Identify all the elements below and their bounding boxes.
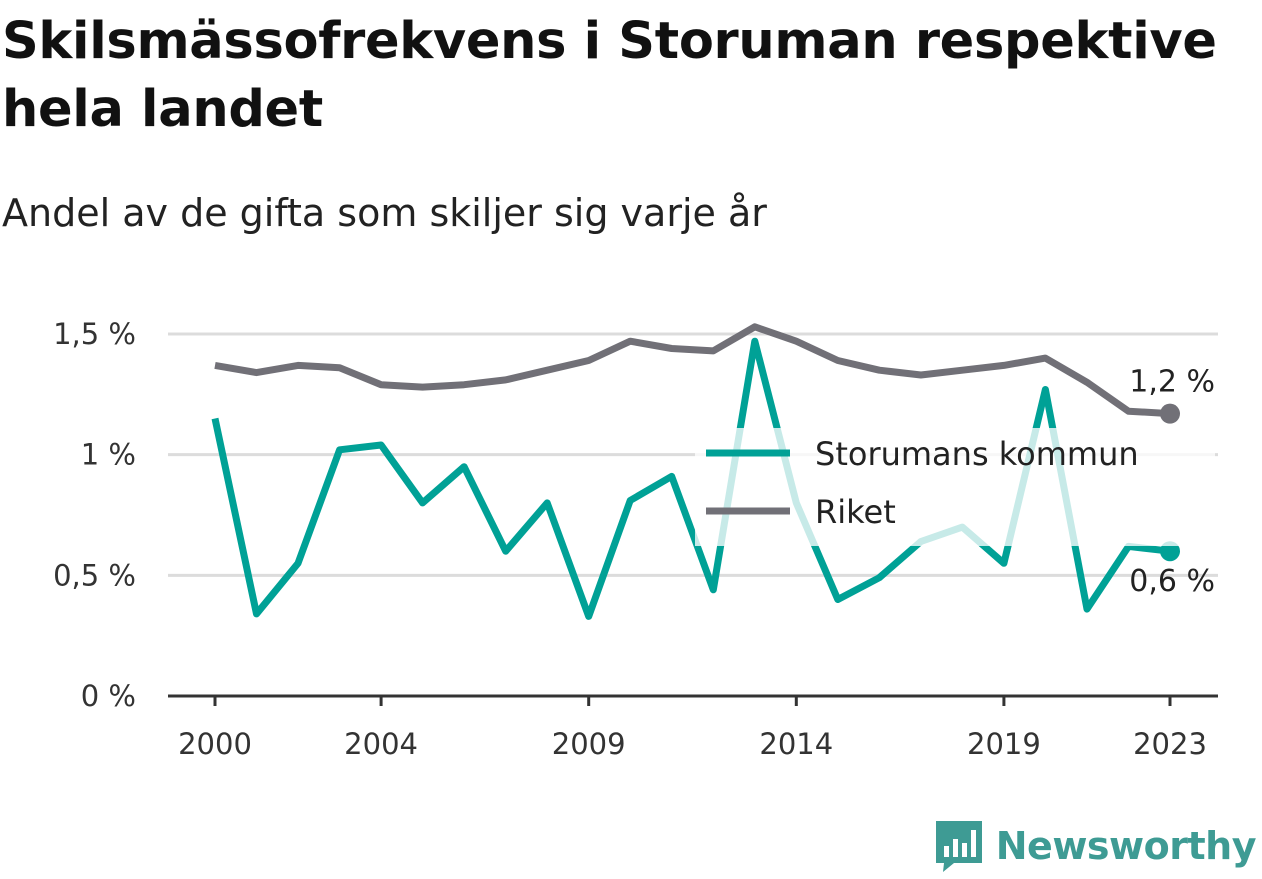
y-tick-label: 1 % [81,438,136,472]
x-axis: 2000 2004 2009 2014 2019 2023 [168,694,1218,761]
brand-name: Newsworthy [995,824,1257,868]
x-tick-label: 2009 [552,727,626,761]
series-line-riket [214,323,1171,418]
x-tick-label: 2004 [344,727,418,761]
legend-label: Riket [815,493,896,531]
chart-title: Skilsmässofrekvens i Storuman respektive… [2,12,1217,139]
y-tick-label: 1,5 % [53,317,136,351]
newsworthy-logo-icon [935,821,982,872]
line-chart: 0 % 0,5 % 1 % 1,5 % 2000 2004 2009 2014 2019 202… [53,317,1218,761]
end-point-riket [1160,403,1180,424]
end-point-storumans-kommun [1160,541,1180,562]
x-tick-label: 2014 [759,727,833,761]
end-labels: 1,2 % 0,6 % [1129,365,1215,600]
legend-label: Storumans kommun [815,435,1139,473]
chart-subtitle: Andel av de gifta som skiljer sig varje … [2,191,767,235]
x-tick-label: 2000 [178,727,252,761]
brand: Newsworthy [934,819,1257,873]
x-tick-label: 2019 [967,727,1041,761]
y-axis-tick-labels: 0 % 0,5 % 1 % 1,5 % [53,317,136,713]
x-tick-label: 2023 [1133,727,1207,761]
end-label-storuman: 0,6 % [1129,564,1215,599]
legend: Storumans kommun Riket [695,428,1215,546]
y-tick-label: 0,5 % [53,558,136,592]
y-tick-label: 0 % [81,679,136,713]
end-label-riket: 1,2 % [1129,365,1215,400]
legend-background [695,428,1215,546]
